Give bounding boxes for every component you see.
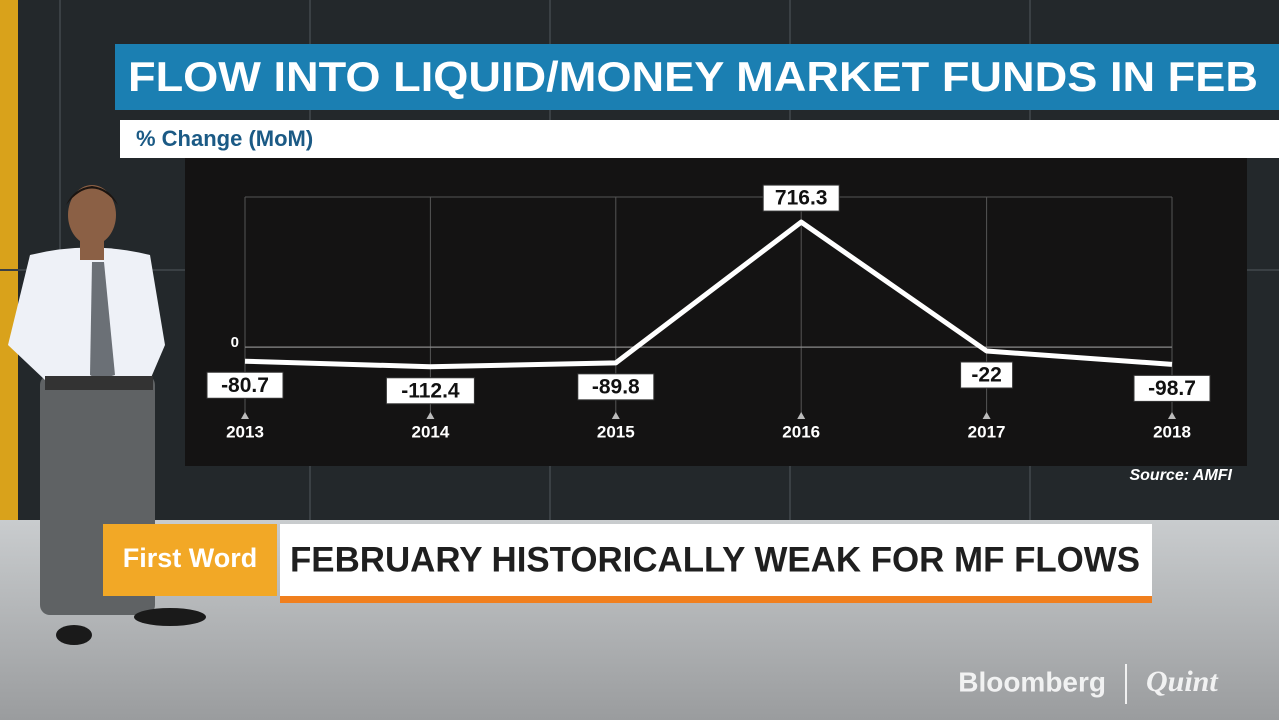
data-label-box [960,361,1014,389]
line [244,219,1173,370]
subtitle-bar [120,120,1279,158]
chart-subtitle: % Change (MoM) [136,126,313,151]
data-label-box [1133,374,1211,402]
x-tick-label: 2018 [1153,422,1191,441]
chart-title: FLOW INTO LIQUID/MONEY MARKET FUNDS IN F… [128,53,1258,100]
plot: 2013 2014 2015 2016 2017 2018 0 -80.7 -112.4 -89.… [206,184,1211,441]
y-tick-label: 0 [231,334,239,351]
category-tick [797,412,806,419]
data-label: -112.4 [401,379,460,402]
x-tick-label: 2014 [411,422,449,441]
data-label: -89.8 [592,375,640,398]
title-banner [115,44,1279,110]
logo-right: Quint [1146,665,1219,698]
data-label-box [206,371,284,399]
category-tick [611,412,620,419]
headline-text: FEBRUARY HISTORICALLY WEAK FOR MF FLOWS [290,540,1140,579]
data-label: -98.7 [1148,377,1196,400]
x-tick-label: 2017 [968,422,1006,441]
x-tick-label: 2013 [226,422,264,441]
yellow-strip [0,0,18,520]
tag-box [103,524,277,596]
category-tick [426,412,435,419]
data-label: -22 [971,364,1001,387]
tag-text: First Word [123,543,258,573]
category-tick [1168,412,1176,419]
category-tick [982,412,991,419]
data-label-box [762,184,840,212]
data-label-box [385,377,475,405]
data-label: 716.3 [775,187,828,210]
logo-left: Bloomberg [958,666,1106,697]
x-tick-label: 2016 [782,422,820,441]
source: Source: AMFI [1129,467,1232,484]
x-tick-label: 2015 [597,422,635,441]
headline-underline [280,596,1152,603]
headline-bar [280,524,1152,596]
data-label-box [577,373,655,401]
chart-panel [185,158,1247,466]
category-tick [241,412,249,419]
data-label: -80.7 [221,374,269,397]
